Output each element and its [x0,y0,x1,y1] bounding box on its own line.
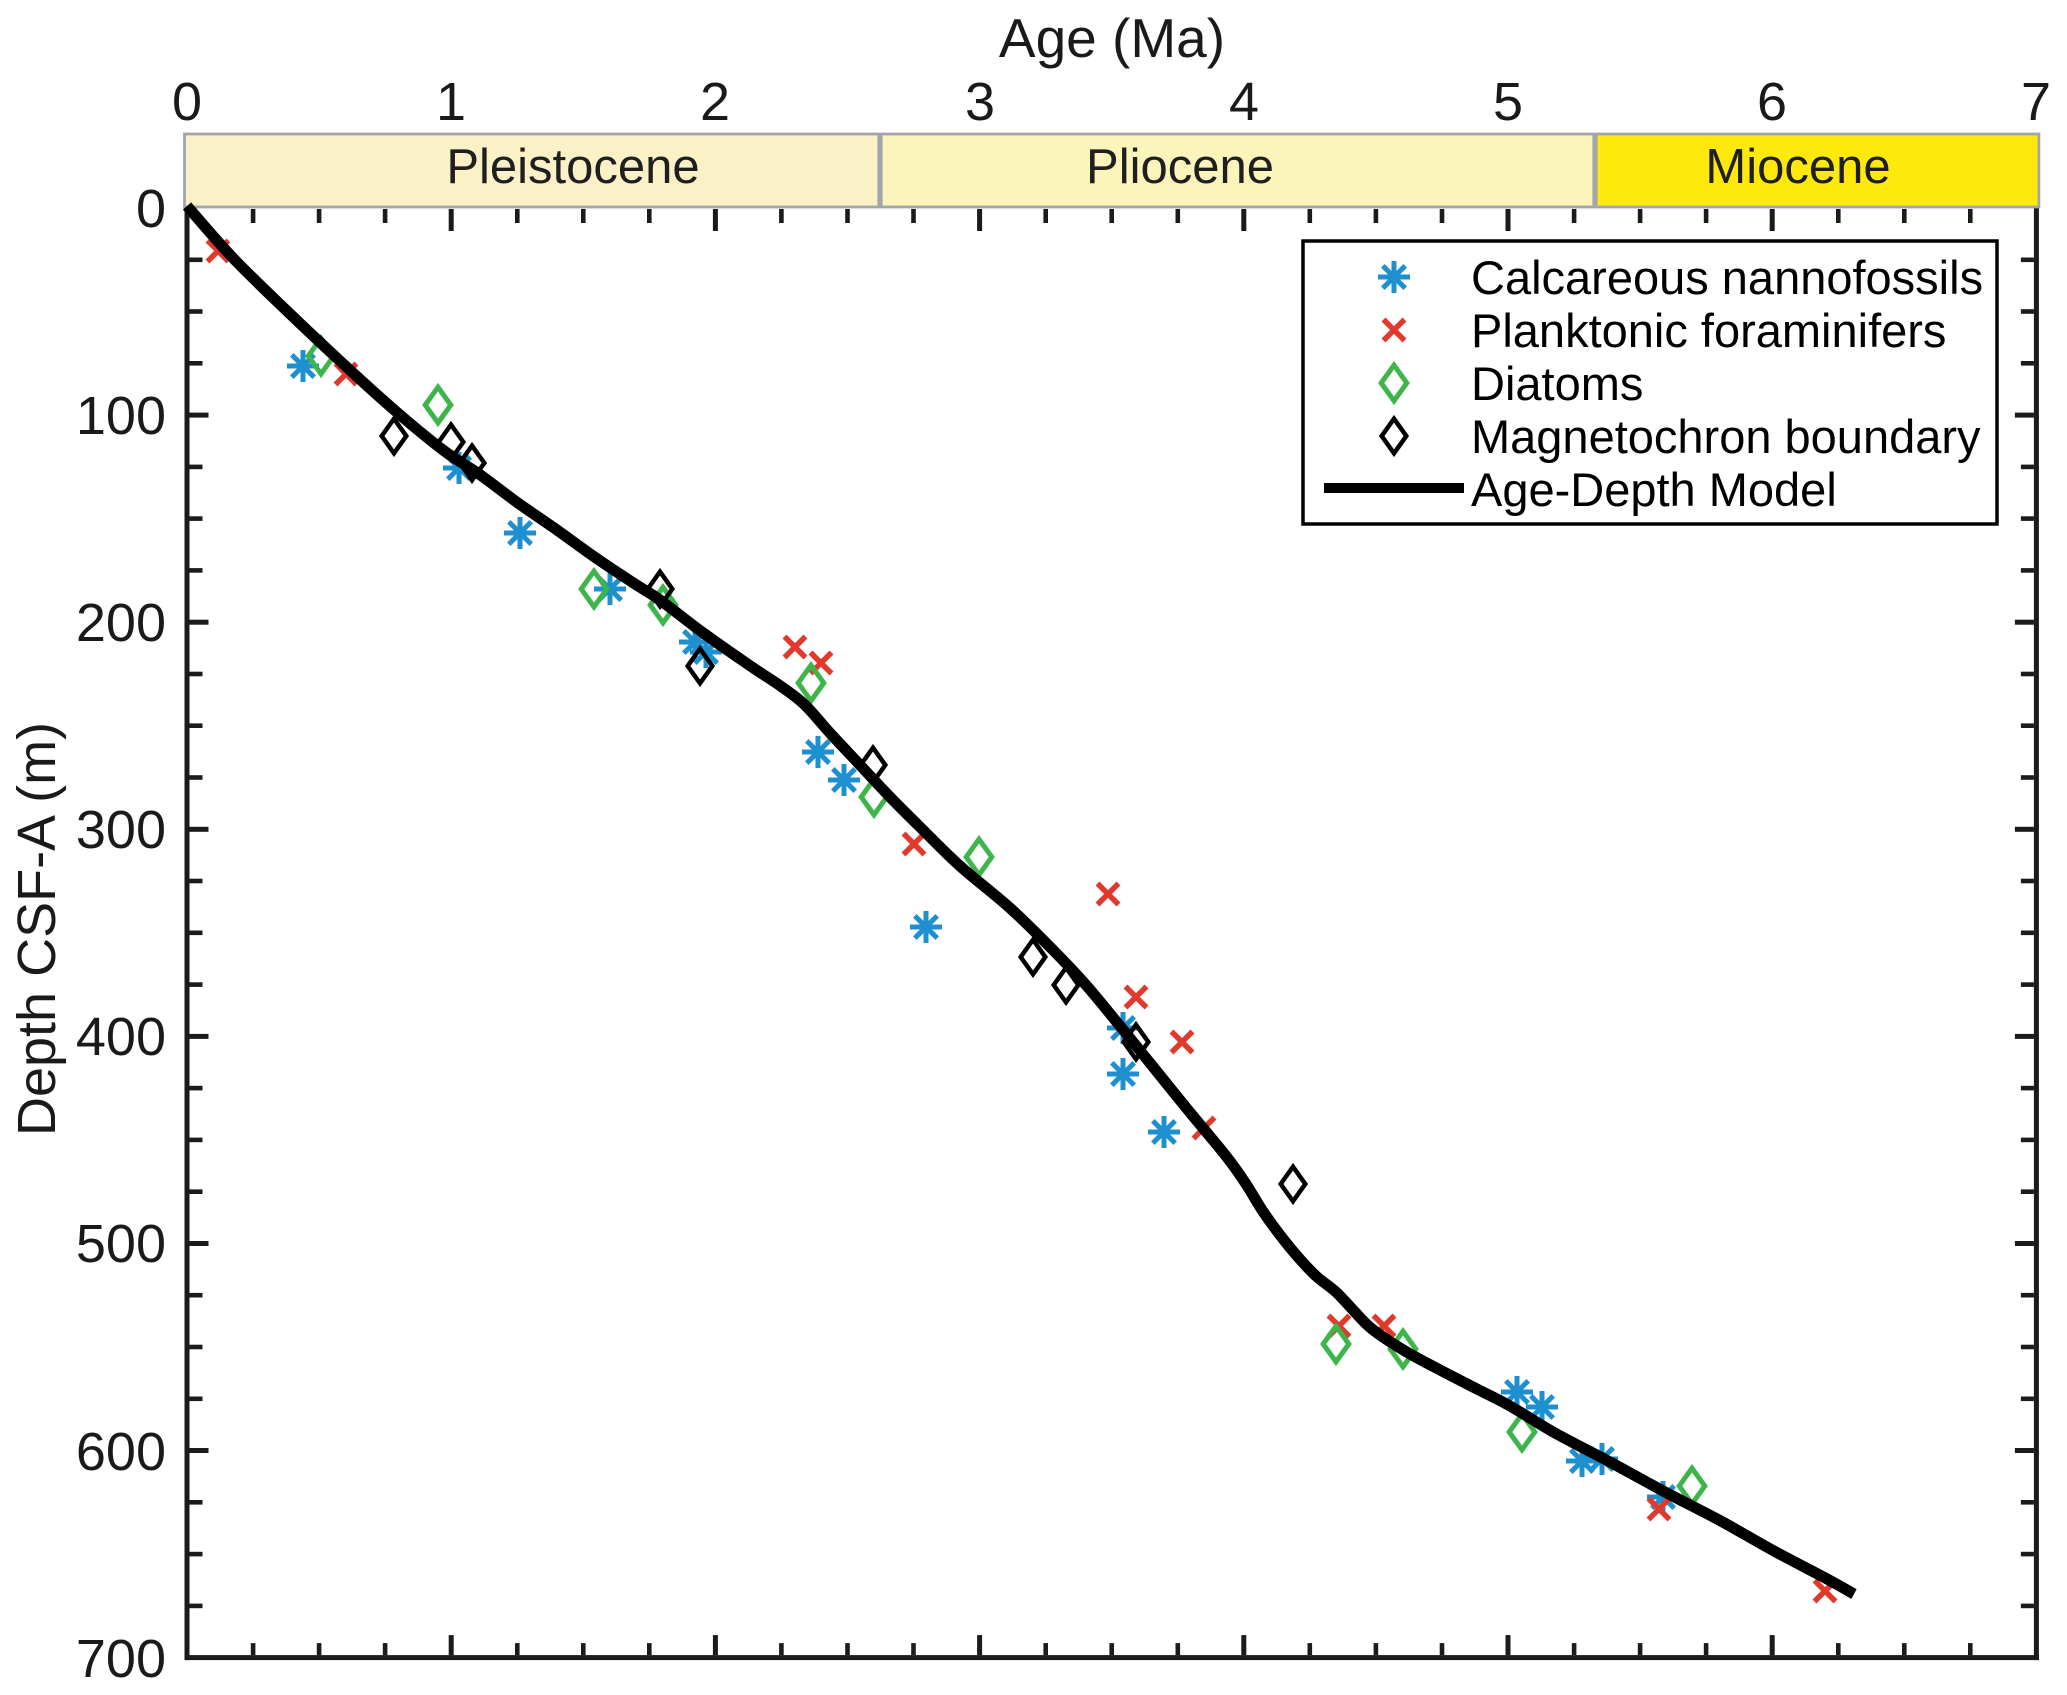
svg-text:0: 0 [136,179,166,239]
svg-text:Pliocene: Pliocene [1086,140,1274,194]
svg-text:0: 0 [172,72,202,132]
svg-text:Age-Depth Model: Age-Depth Model [1471,463,1837,516]
svg-text:500: 500 [76,1214,166,1274]
svg-text:7: 7 [2021,72,2051,132]
svg-text:2: 2 [700,72,730,132]
svg-text:3: 3 [965,72,995,132]
svg-text:Planktonic foraminifers: Planktonic foraminifers [1471,304,1946,357]
svg-text:6: 6 [1757,72,1787,132]
svg-text:1: 1 [436,72,466,132]
svg-text:Calcareous nannofossils: Calcareous nannofossils [1471,251,1983,304]
svg-text:Miocene: Miocene [1705,140,1890,194]
svg-text:200: 200 [76,593,166,653]
svg-text:Magnetochron boundary: Magnetochron boundary [1471,410,1981,463]
svg-text:Depth CSF-A (m): Depth CSF-A (m) [7,722,67,1136]
svg-text:100: 100 [76,386,166,446]
svg-text:300: 300 [76,800,166,860]
svg-text:Age (Ma): Age (Ma) [999,7,1225,69]
svg-text:4: 4 [1229,72,1259,132]
svg-text:5: 5 [1493,72,1523,132]
svg-text:700: 700 [76,1629,166,1689]
svg-text:Pleistocene: Pleistocene [446,140,699,194]
svg-text:600: 600 [76,1422,166,1482]
svg-text:400: 400 [76,1007,166,1067]
svg-text:Diatoms: Diatoms [1471,357,1643,410]
